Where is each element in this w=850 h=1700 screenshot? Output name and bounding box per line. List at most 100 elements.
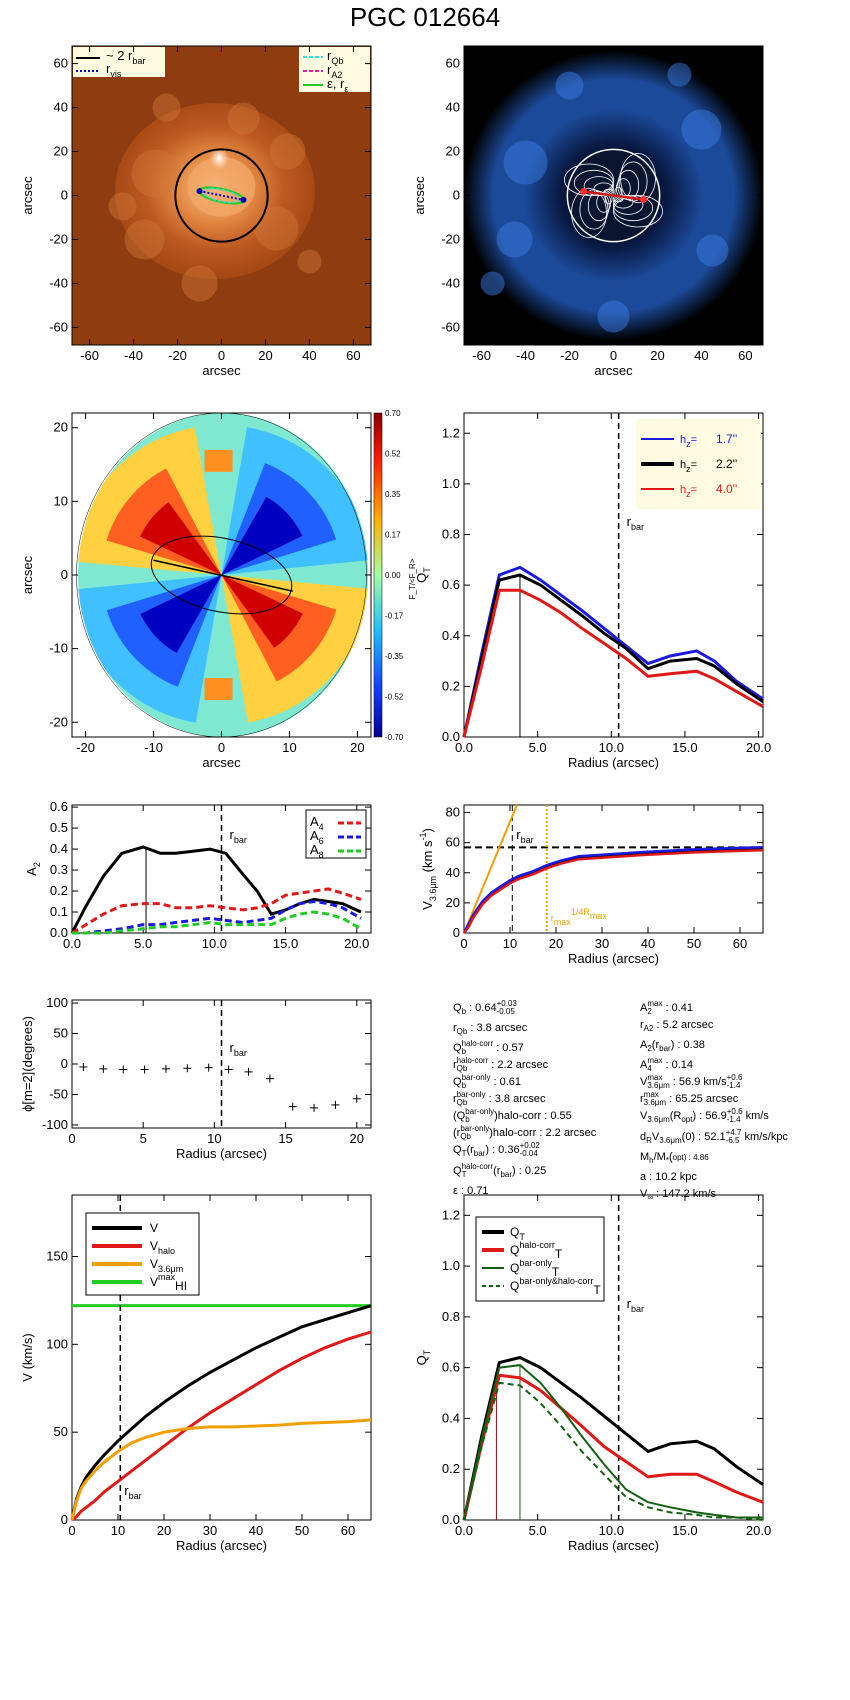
galaxy-patch: [297, 249, 322, 274]
galaxy-core: [209, 148, 230, 173]
panel-qt: 0.0 5.0 10.0 15.0 20.0 0.0 0.2 0.4 0.6 0.8 1.0 1.2 R…: [414, 412, 771, 770]
x-tick-label: 0: [460, 936, 467, 951]
qt-series-line: [462, 573, 764, 738]
y-tick-label: 60: [446, 56, 460, 71]
x-tick-label: 30: [203, 1523, 217, 1538]
y-tick-label: 0: [453, 925, 460, 940]
y-tick-label: 0.4: [50, 841, 68, 856]
x-tick-label: 15.0: [672, 1523, 697, 1538]
rbar-circle: [174, 148, 269, 243]
y-tick-label: 20: [446, 144, 460, 159]
y-tick-label: 0: [453, 188, 460, 203]
y-tick-label: 0.0: [50, 925, 68, 940]
x-axis-label: Radius (arcsec): [176, 1538, 267, 1553]
phase-point: [265, 1074, 274, 1083]
bar-end-marker: [240, 196, 247, 203]
y-tick-label: 1.0: [442, 1258, 460, 1273]
legend-label: Qhalo-corrT: [510, 1240, 563, 1261]
colorbar-tick-label: 0.35: [385, 490, 401, 499]
inner-slope-line: [463, 804, 518, 934]
y-axis-label: QT​: [414, 1349, 432, 1365]
y-tick-label: 50: [54, 1424, 68, 1439]
parameter-row: rQb : 3.8 arcsec: [453, 1022, 528, 1037]
galaxy-bulge: [187, 156, 256, 217]
y-tick-label: -20: [441, 231, 460, 246]
panel-force: -60 -40 -20 0 20 40 60 -60 -40 -20 0 20 40 60 arcsec ar…: [412, 45, 764, 378]
x-tick-label: 0.0: [455, 1523, 473, 1538]
ratio-map: [78, 413, 368, 737]
x-axis-label: Radius (arcsec): [568, 1538, 659, 1553]
ratio-blob: [204, 449, 233, 472]
rbar-label: rbar​: [627, 1296, 644, 1314]
x-tick-label: 0: [68, 1131, 75, 1146]
x-tick-label: 0.0: [455, 740, 473, 755]
colorbar-tick-label: 0.52: [385, 450, 401, 459]
colorbar: [373, 412, 383, 738]
x-tick-label: -40: [516, 348, 535, 363]
x-tick-label: 50: [295, 1523, 309, 1538]
x-tick-label: 10: [111, 1523, 125, 1538]
bar-end-marker: [196, 188, 203, 195]
colorbar-tick-label: 0.17: [385, 531, 401, 540]
bar-axis: [153, 559, 294, 592]
a2-series-line: [71, 887, 362, 935]
x-axis-label: Radius (arcsec): [176, 1146, 267, 1161]
y-axis-label: A2​: [24, 862, 42, 876]
x-axis-label: Radius (arcsec): [568, 951, 659, 966]
y-tick-label: 0.1: [50, 904, 68, 919]
x-tick-label: 40: [641, 936, 655, 951]
y-tick-label: 0.2: [442, 678, 460, 693]
qtcorr-series-line: [463, 1381, 764, 1521]
phase-point: [119, 1065, 128, 1074]
parameter-row: rA2 : 5.2 arcsec: [640, 1019, 714, 1034]
ratio-wedge-negative: [140, 575, 222, 653]
x-tick-label: 20: [258, 348, 272, 363]
qtcorr-series-line: [462, 1355, 764, 1521]
y-tick-label: -20: [49, 714, 68, 729]
y-tick-label: 1.2: [442, 425, 460, 440]
legend-label: Vhalo: [150, 1239, 175, 1256]
legend-prefix: hz​=: [680, 434, 697, 449]
legend-label: rQb​: [327, 48, 343, 66]
rbar-label: rbar​: [516, 827, 533, 845]
phase-point: [288, 1102, 297, 1111]
y-axis-label: arcsec: [20, 176, 35, 215]
galaxy-patch: [597, 300, 630, 333]
x-tick-label: 20: [350, 740, 364, 755]
y-tick-label: -20: [49, 231, 68, 246]
legend-label: 1.7'': [716, 432, 737, 446]
parameter-row: ε : 0.71: [453, 1184, 489, 1197]
colorbar-tick-label: -0.70: [385, 733, 404, 742]
phase-point: [244, 1067, 253, 1076]
panel-image: ~ 2 rbar​rvis​ rQb​rA2​ε, rε -60 -40 -20 0 20 4…: [20, 45, 372, 378]
ratio-wedge-negative: [221, 496, 303, 575]
y-tick-label: 150: [46, 1248, 68, 1263]
x-tick-label: 0: [610, 348, 617, 363]
rmax-label: rmax1/4Rmax: [551, 907, 608, 927]
legend-label: 4.0'': [716, 482, 737, 496]
galaxy-patch: [181, 265, 218, 302]
x-tick-label: 40: [249, 1523, 263, 1538]
y-tick-label: 0: [61, 1512, 68, 1527]
y-tick-label: 80: [446, 805, 460, 820]
colorbar-tick-label: 0.70: [385, 409, 401, 418]
legend-prefix: hz​=: [680, 484, 697, 499]
y-tick-label: 0: [61, 188, 68, 203]
x-tick-label: 60: [738, 348, 752, 363]
y-tick-label: 0.0: [442, 1512, 460, 1527]
x-tick-label: 20: [650, 348, 664, 363]
galaxy-patch: [667, 62, 692, 87]
x-tick-label: 20: [549, 936, 563, 951]
phase-point: [310, 1103, 319, 1112]
legend-label: A4​: [310, 814, 324, 832]
y-tick-label: 10: [54, 493, 68, 508]
force-contour: [620, 153, 656, 203]
y-tick-label: 40: [54, 100, 68, 115]
panel-vcomp: 0 10 20 30 40 50 60 0 50 100 150 Radius (arcsec) V (…: [20, 1194, 372, 1553]
